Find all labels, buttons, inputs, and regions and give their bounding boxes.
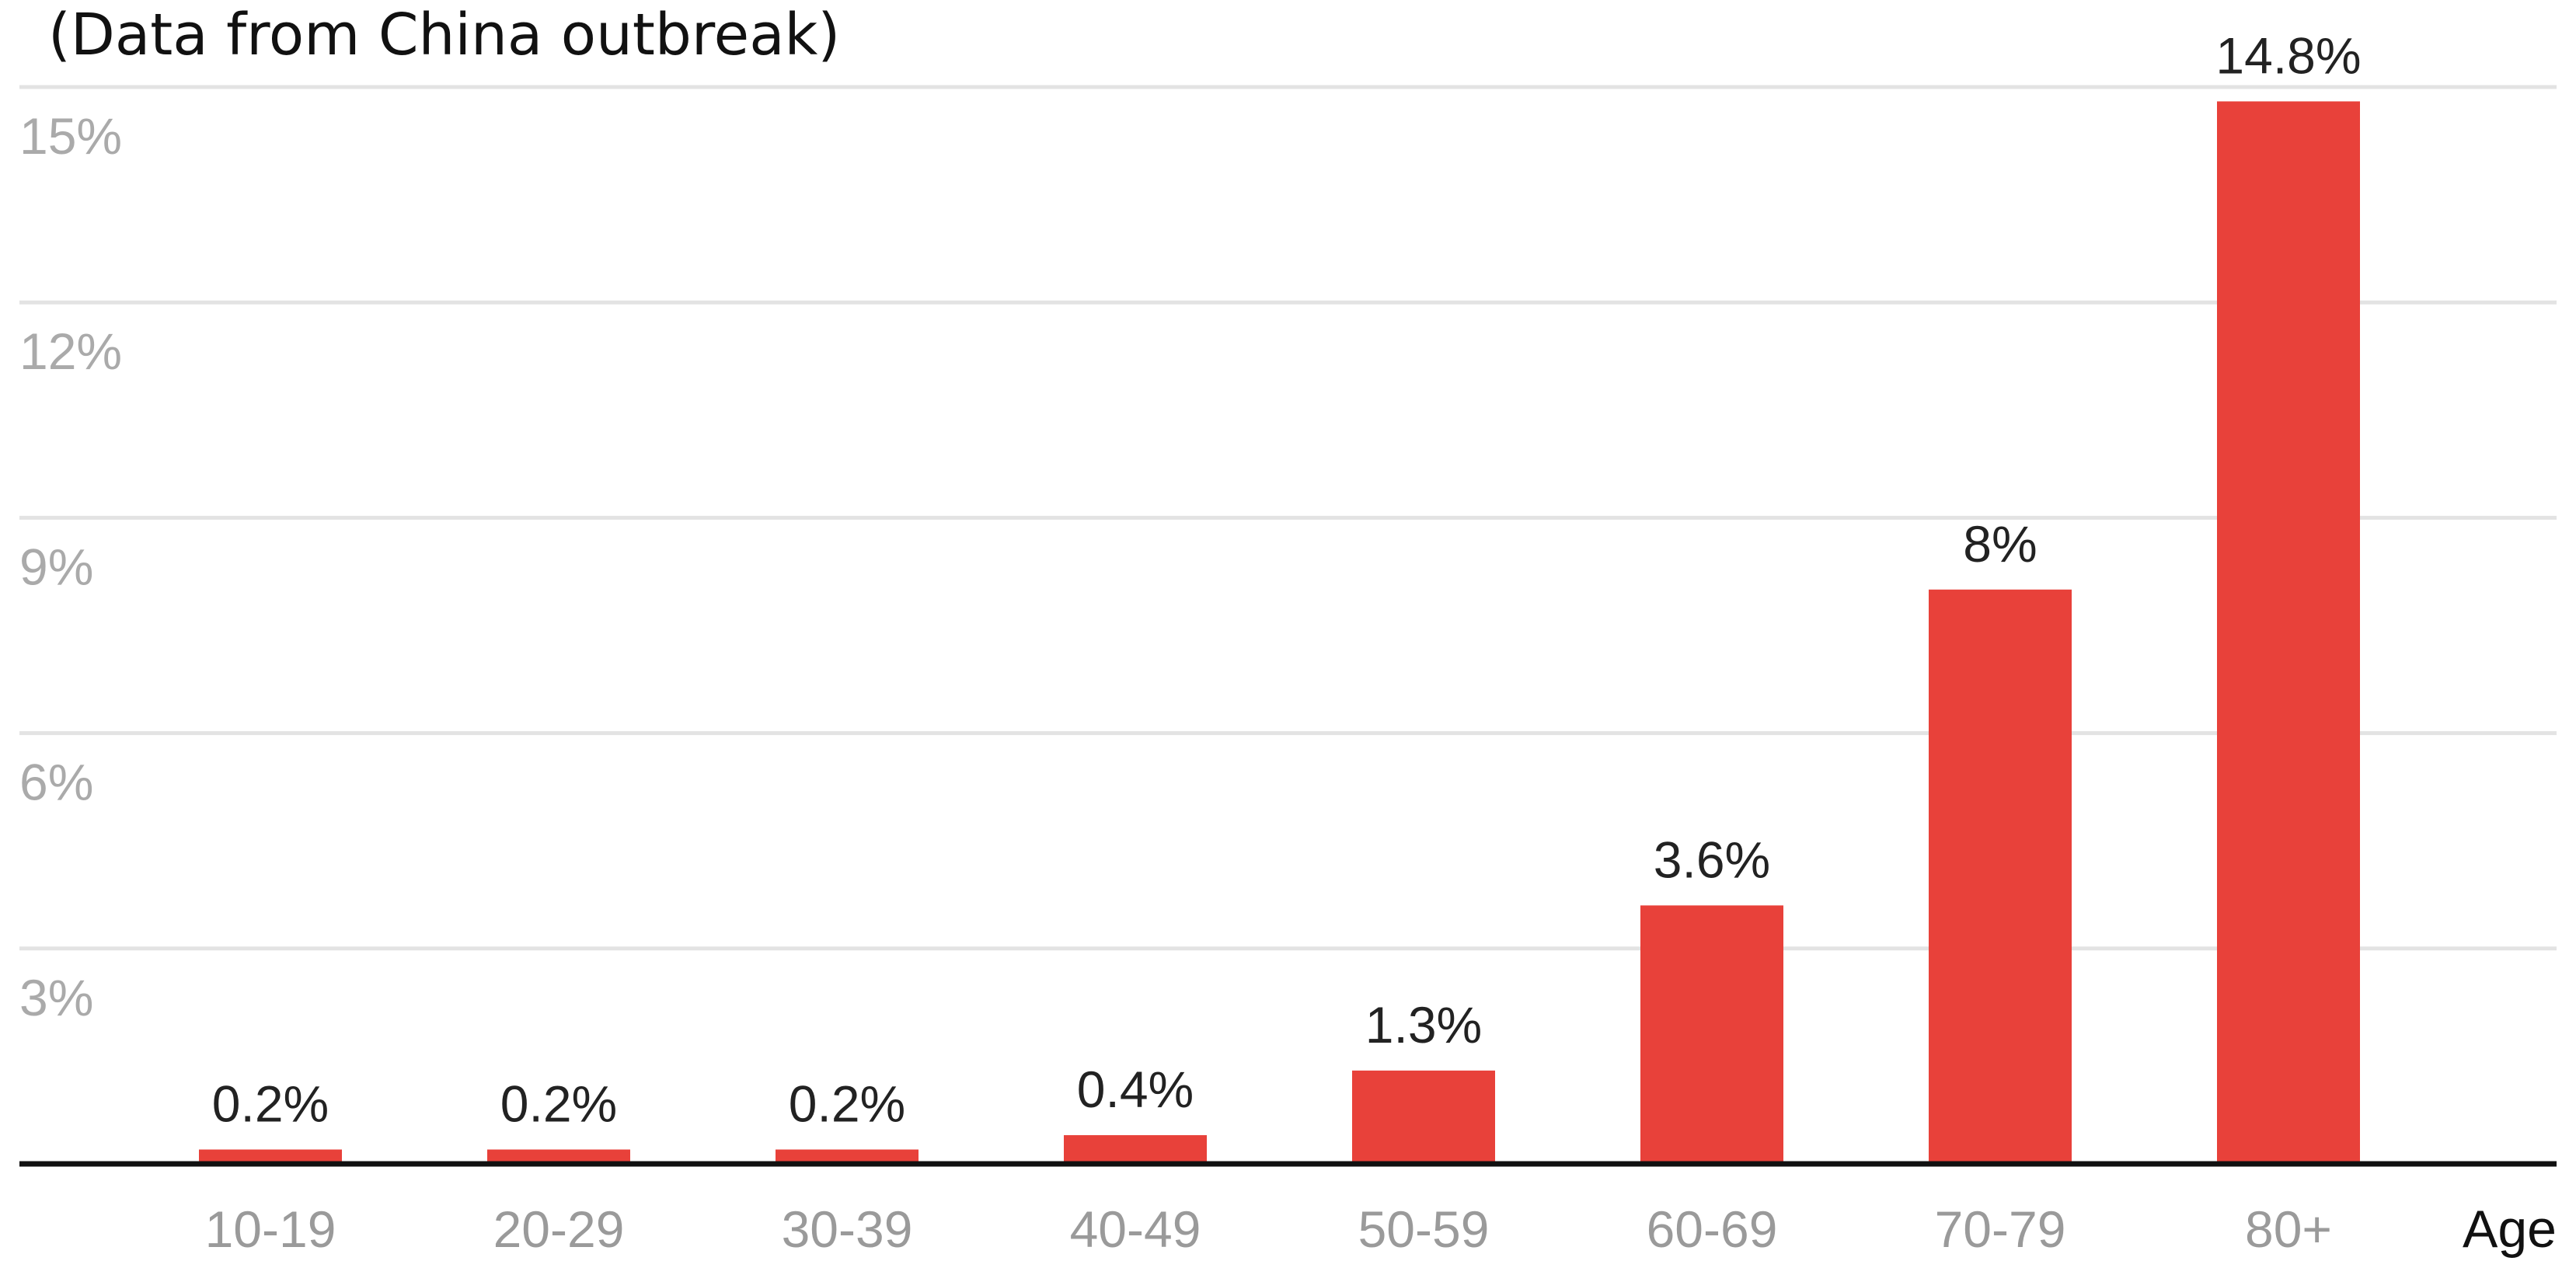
data-label: 0.4% bbox=[1077, 1061, 1194, 1118]
data-label: 14.8% bbox=[2215, 26, 2361, 84]
data-labels: 0.2% 0.2% 0.2% 0.4% 1.3% 3.6% 8% 14.8% bbox=[212, 26, 2362, 1132]
y-tick-label: 3% bbox=[19, 969, 93, 1026]
x-tick-label: 20-29 bbox=[493, 1200, 625, 1258]
y-tick-label: 12% bbox=[19, 322, 122, 380]
bar-60-69 bbox=[1640, 905, 1783, 1164]
x-axis-ticks: 10-19 20-29 30-39 40-49 50-59 60-69 70-79 80+ bbox=[205, 1200, 2332, 1258]
x-tick-label: 10-19 bbox=[205, 1200, 336, 1258]
y-tick-label: 9% bbox=[19, 538, 93, 595]
x-tick-label: 50-59 bbox=[1358, 1200, 1490, 1258]
x-tick-label: 40-49 bbox=[1070, 1200, 1201, 1258]
bar-10-19 bbox=[199, 1149, 342, 1164]
data-label: 3.6% bbox=[1654, 831, 1770, 888]
gridlines bbox=[19, 85, 2557, 951]
bar-40-49 bbox=[1064, 1135, 1207, 1164]
data-label: 0.2% bbox=[789, 1075, 905, 1133]
x-tick-label: 60-69 bbox=[1647, 1200, 1778, 1258]
bar-30-39 bbox=[776, 1149, 919, 1164]
bar-20-29 bbox=[487, 1149, 630, 1164]
bar-80plus bbox=[2217, 101, 2360, 1165]
data-label: 8% bbox=[1963, 515, 2037, 573]
bars bbox=[199, 101, 2360, 1165]
data-label: 0.2% bbox=[212, 1075, 329, 1133]
x-axis-title: Age bbox=[2463, 1200, 2557, 1259]
bar-50-59 bbox=[1352, 1070, 1495, 1164]
x-tick-label: 30-39 bbox=[782, 1200, 913, 1258]
y-axis-ticks: 3% 6% 9% 12% 15% bbox=[19, 107, 122, 1026]
chart-subtitle: (Data from China outbreak) bbox=[48, 2, 841, 68]
bar-70-79 bbox=[1929, 589, 2072, 1164]
y-tick-label: 6% bbox=[19, 754, 93, 811]
x-tick-label: 70-79 bbox=[1935, 1200, 2066, 1258]
data-label: 0.2% bbox=[500, 1075, 617, 1133]
x-tick-label: 80+ bbox=[2245, 1200, 2332, 1258]
data-label: 1.3% bbox=[1365, 996, 1482, 1054]
y-tick-label: 15% bbox=[19, 107, 122, 165]
